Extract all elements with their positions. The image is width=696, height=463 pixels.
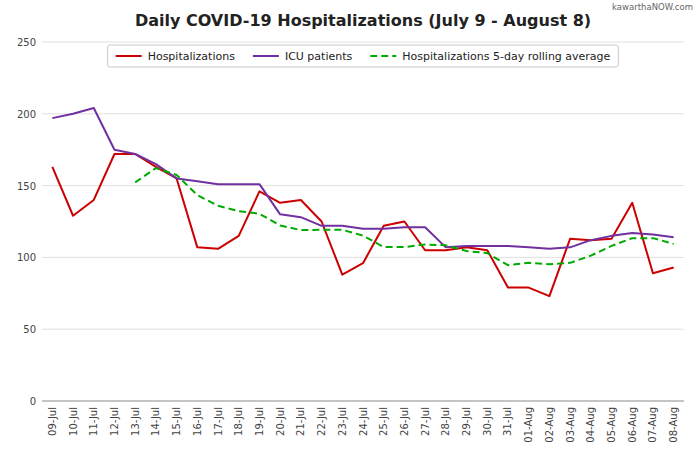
x-tick-label: 20-Jul <box>275 407 286 436</box>
y-tick-label: 0 <box>30 396 36 407</box>
x-tick-label: 25-Jul <box>378 407 389 436</box>
series-line <box>52 108 673 249</box>
x-tick-label: 16-Jul <box>192 407 203 436</box>
plot-area <box>52 108 673 296</box>
x-tick-label: 29-Jul <box>461 407 472 436</box>
x-tick-label: 31-Jul <box>502 407 513 436</box>
x-tick-label: 27-Jul <box>420 407 431 436</box>
x-tick-label: 17-Jul <box>213 407 224 436</box>
watermark: kawarthaNOW.com <box>612 2 693 12</box>
x-tick-label: 05-Aug <box>606 407 617 443</box>
x-tick-label: 03-Aug <box>565 407 576 443</box>
y-tick-label: 50 <box>23 324 36 335</box>
grid-line <box>42 113 684 114</box>
grid-line <box>42 401 684 402</box>
legend-swatch <box>253 55 279 57</box>
x-tick-label: 26-Jul <box>399 407 410 436</box>
x-tick-label: 19-Jul <box>254 407 265 436</box>
x-tick-label: 08-Aug <box>668 407 679 443</box>
x-tick-label: 22-Jul <box>316 407 327 436</box>
x-tick-label: 10-Jul <box>68 407 79 436</box>
series-line <box>135 168 673 265</box>
x-tick-label: 23-Jul <box>337 407 348 436</box>
x-tick-label: 30-Jul <box>482 407 493 436</box>
x-tick-label: 12-Jul <box>109 407 120 436</box>
grid-line <box>42 42 684 43</box>
y-tick-label: 100 <box>17 252 36 263</box>
x-tick-label: 15-Jul <box>171 407 182 436</box>
x-tick-label: 02-Aug <box>544 407 555 443</box>
grid-line <box>42 329 684 330</box>
x-tick-label: 04-Aug <box>585 407 596 443</box>
y-tick-label: 150 <box>17 181 36 192</box>
legend-swatch <box>370 55 396 57</box>
y-axis: 0 50 100 150 200 250 <box>17 37 684 407</box>
y-tick-label: 200 <box>17 109 36 120</box>
grid-line <box>42 185 684 186</box>
x-tick-label: 18-Jul <box>233 407 244 436</box>
x-tick-label: 11-Jul <box>88 407 99 436</box>
grid-line <box>42 257 684 258</box>
legend: Hospitalizations ICU patients Hospitalizat… <box>108 45 619 67</box>
legend-label: Hospitalizations <box>148 50 236 63</box>
x-tick-label: 21-Jul <box>295 407 306 436</box>
x-tick-label: 13-Jul <box>130 407 141 436</box>
x-axis-line <box>42 401 684 402</box>
series-line <box>52 154 673 296</box>
x-tick-label: 14-Jul <box>150 407 161 436</box>
x-tick-label: 28-Jul <box>440 407 451 436</box>
x-tick-label: 06-Aug <box>627 407 638 443</box>
x-tick-label: 24-Jul <box>358 407 369 436</box>
x-tick-label: 07-Aug <box>647 407 658 443</box>
legend-label: Hospitalizations 5-day rolling average <box>402 50 610 63</box>
background <box>0 0 696 463</box>
chart: Daily COVID-19 Hospitalizations (July 9 … <box>0 0 696 463</box>
y-tick-label: 250 <box>17 37 36 48</box>
title: Daily COVID-19 Hospitalizations (July 9 … <box>135 11 591 30</box>
x-tick-label: 09-Jul <box>47 407 58 436</box>
legend-swatch <box>116 55 142 57</box>
x-tick-label: 01-Aug <box>523 407 534 443</box>
x-axis: 09-Jul 10-Jul 11-Jul 12-Jul 13-Jul 14-Jul 15-J… <box>47 407 679 443</box>
legend-box <box>108 45 619 67</box>
legend-label: ICU patients <box>285 50 353 63</box>
